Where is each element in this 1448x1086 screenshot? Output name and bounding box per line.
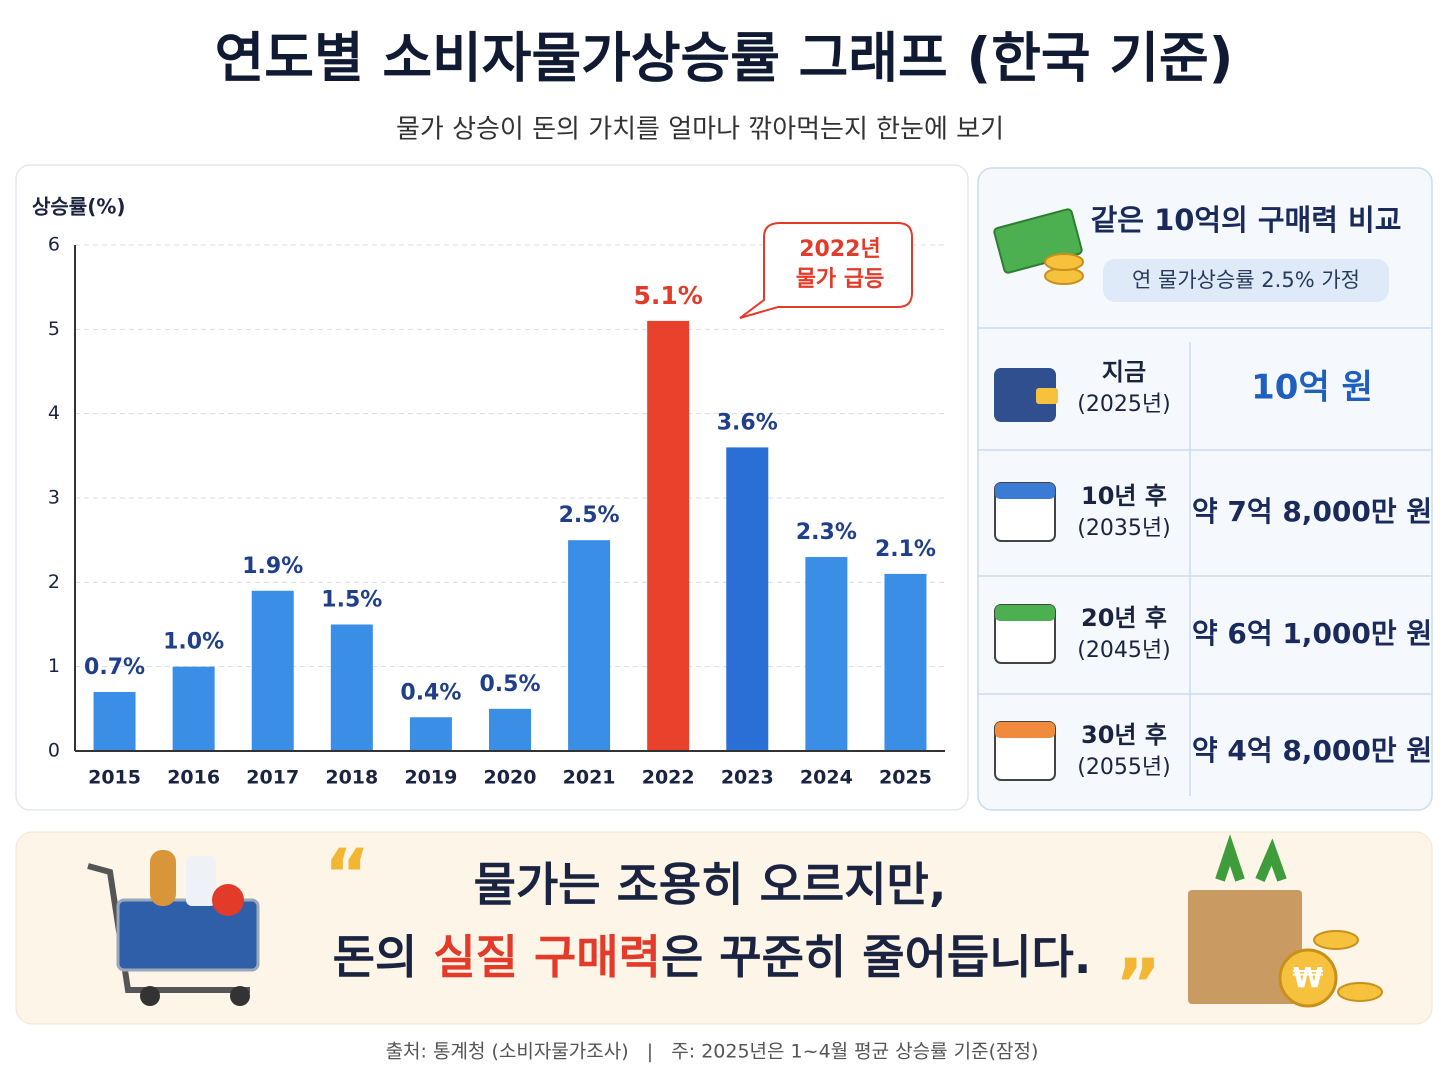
quote-line: 돈의 실질 구매력은 꾸준히 줄어듭니다. <box>333 930 1092 984</box>
row-sub: (2025년) <box>1077 392 1170 417</box>
x-tick-label: 2023 <box>721 767 774 789</box>
calendar-top <box>995 605 1055 621</box>
wheel <box>230 986 250 1006</box>
bar <box>172 666 215 751</box>
bar <box>330 624 373 751</box>
row-label: 10년 후 <box>1081 482 1167 510</box>
value-label: 2.5% <box>559 503 620 528</box>
wallet-icon <box>994 368 1056 422</box>
quote-mark: ” <box>1115 944 1161 1026</box>
note-box <box>1103 259 1389 302</box>
value-label: 1.9% <box>242 554 303 579</box>
quote-highlight: 실질 구매력 <box>433 930 661 984</box>
row-sub: (2045년) <box>1077 638 1170 663</box>
value-label: 1.5% <box>321 588 382 613</box>
panel-title: 같은 10억의 구매력 비교 <box>1091 203 1402 237</box>
y-tick-label: 6 <box>48 234 60 256</box>
wheel <box>140 986 160 1006</box>
annotation: 2022년 <box>799 237 880 262</box>
value-label: 0.5% <box>479 672 540 697</box>
x-tick-label: 2025 <box>879 767 932 789</box>
bar <box>409 717 452 751</box>
value-label: 3.6% <box>717 410 778 435</box>
won-sign: ₩ <box>1293 961 1324 994</box>
row-label: 30년 후 <box>1081 721 1167 749</box>
milk-icon <box>186 856 216 906</box>
bar <box>805 557 848 751</box>
subtitle: 물가 상승이 돈의 가치를 얼마나 깎아먹는지 한눈에 보기 <box>396 115 1004 145</box>
bag-icon <box>1188 890 1302 1004</box>
row-sub: (2055년) <box>1077 755 1170 780</box>
bar <box>93 691 136 751</box>
x-tick-label: 2022 <box>642 767 695 789</box>
title: 연도별 소비자물가상승률 그래프 (한국 기준) <box>215 27 1234 90</box>
bar <box>251 590 294 751</box>
annotation-bubble <box>739 222 913 319</box>
y-tick-label: 4 <box>48 402 60 424</box>
quote-line: 물가는 조용히 오르지만, <box>474 858 947 912</box>
value-label: 0.7% <box>84 655 145 680</box>
bar <box>568 540 611 751</box>
bar <box>647 320 690 751</box>
bread-icon <box>150 850 176 906</box>
x-tick-label: 2020 <box>484 767 537 789</box>
row-value: 약 4억 8,000만 원 <box>1192 734 1432 767</box>
veg-icon <box>1215 834 1287 882</box>
row-sub: (2035년) <box>1077 516 1170 541</box>
y-tick-label: 3 <box>48 487 60 509</box>
x-tick-label: 2015 <box>88 767 141 789</box>
coin-icon <box>1044 253 1084 271</box>
x-tick-label: 2017 <box>246 767 299 789</box>
footer: 출처: 통계청 (소비자물가조사) | 주: 2025년은 1~4월 평균 상승… <box>386 1041 1039 1063</box>
calendar-top <box>995 483 1055 499</box>
row-value: 10억 원 <box>1251 368 1373 408</box>
quote-mark: “ <box>324 834 370 916</box>
row-value: 약 6억 1,000만 원 <box>1192 617 1432 650</box>
quote-part: 돈의 <box>333 930 434 984</box>
value-label: 2.1% <box>875 537 936 562</box>
y-axis-label: 상승률(%) <box>32 195 126 219</box>
annotation: 물가 급등 <box>796 267 885 292</box>
panel-note: 연 물가상승률 2.5% 가정 <box>1132 268 1360 292</box>
chart: 상승률(%) 0 1 2 3 4 5 6 2015 0.7% 2016 1.0% 2017 1.9% 201… <box>32 195 945 789</box>
quote-card <box>15 831 1433 1025</box>
tomato-icon <box>212 884 244 916</box>
quote: “ ” 물가는 조용히 오르지만, 돈의 실질 구매력은 꾸준히 줄어듭니다. … <box>87 834 1383 1026</box>
value-label: 2.3% <box>796 520 857 545</box>
quote-part: 은 꾸준히 줄어듭니다. <box>661 930 1091 984</box>
row-label: 지금 <box>1102 358 1146 386</box>
bar <box>726 447 769 751</box>
wallet-clasp <box>1036 388 1058 404</box>
calendar-top <box>995 722 1055 738</box>
value-label: 5.1% <box>634 281 703 310</box>
coin-icon <box>1313 930 1359 950</box>
y-tick-label: 2 <box>48 571 60 593</box>
x-tick-label: 2018 <box>325 767 378 789</box>
coin-icon <box>1337 982 1383 1002</box>
x-tick-label: 2016 <box>167 767 220 789</box>
bar <box>884 573 927 751</box>
x-tick-label: 2024 <box>800 767 853 789</box>
value-label: 1.0% <box>163 630 224 655</box>
row-value: 약 7억 8,000만 원 <box>1192 495 1432 528</box>
value-label: 0.4% <box>400 680 461 705</box>
bar <box>489 708 531 751</box>
y-tick-label: 5 <box>48 318 60 340</box>
x-tick-label: 2019 <box>404 767 457 789</box>
y-tick-label: 1 <box>48 655 60 677</box>
row-label: 20년 후 <box>1081 604 1167 632</box>
x-tick-label: 2021 <box>563 767 616 789</box>
y-tick-label: 0 <box>48 740 60 762</box>
coin-icon <box>1278 948 1338 1008</box>
